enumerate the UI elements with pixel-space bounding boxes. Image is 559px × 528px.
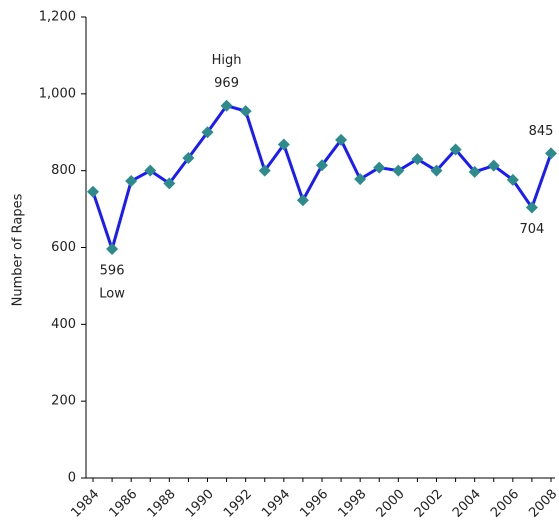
- data-point: [258, 164, 271, 177]
- data-label: 969: [214, 76, 239, 91]
- x-tick-label: 2006: [488, 487, 522, 521]
- data-point: [201, 126, 214, 139]
- x-tick-label: 1986: [106, 487, 140, 521]
- series-line: [91, 104, 553, 251]
- y-tick-label: 800: [51, 163, 76, 178]
- y-axis-title: Number of Rapes: [11, 193, 26, 306]
- x-tick-label: 1998: [335, 487, 369, 521]
- data-label: 704: [520, 222, 545, 237]
- y-tick-label: 1,000: [39, 86, 76, 101]
- data-point: [449, 143, 462, 156]
- data-point: [220, 99, 233, 112]
- x-tick-label: 1996: [297, 487, 331, 521]
- data-point: [468, 165, 481, 178]
- x-tick-label: 1988: [145, 487, 179, 521]
- x-tick-label: 2002: [412, 487, 446, 521]
- x-tick-label: 1992: [221, 487, 255, 521]
- data-point: [373, 161, 386, 174]
- x-tick-label: 2004: [450, 487, 484, 521]
- data-label: 845: [529, 124, 554, 139]
- data-point: [411, 153, 424, 166]
- data-point: [277, 138, 290, 151]
- data-point: [125, 175, 138, 188]
- y-tick-label: 0: [68, 471, 76, 486]
- data-label: 596: [100, 264, 125, 279]
- data-point: [335, 133, 348, 146]
- x-tick-label: 1984: [68, 487, 102, 521]
- data-point: [182, 151, 195, 164]
- data-point: [354, 173, 367, 186]
- data-point: [430, 164, 443, 177]
- x-tick-label: 1994: [259, 487, 293, 521]
- data-point: [487, 159, 500, 172]
- x-tick-label: 1990: [183, 487, 217, 521]
- data-point: [525, 201, 538, 214]
- annotation: Low: [99, 287, 125, 302]
- x-tick-label: 2000: [374, 487, 408, 521]
- data-point: [239, 105, 252, 118]
- y-tick-label: 1,200: [39, 10, 76, 25]
- data-point: [506, 173, 519, 186]
- y-tick-label: 400: [51, 317, 76, 332]
- annotation: High: [212, 53, 242, 68]
- data-point: [106, 243, 119, 256]
- data-point: [316, 159, 328, 172]
- y-tick-label: 600: [51, 240, 76, 255]
- data-point: [144, 164, 157, 177]
- data-point: [296, 194, 309, 207]
- data-point: [545, 147, 557, 160]
- data-point: [87, 185, 99, 198]
- x-tick-label: 2008: [526, 487, 559, 521]
- y-tick-label: 200: [51, 394, 76, 409]
- data-point: [163, 177, 176, 190]
- data-point: [392, 164, 405, 177]
